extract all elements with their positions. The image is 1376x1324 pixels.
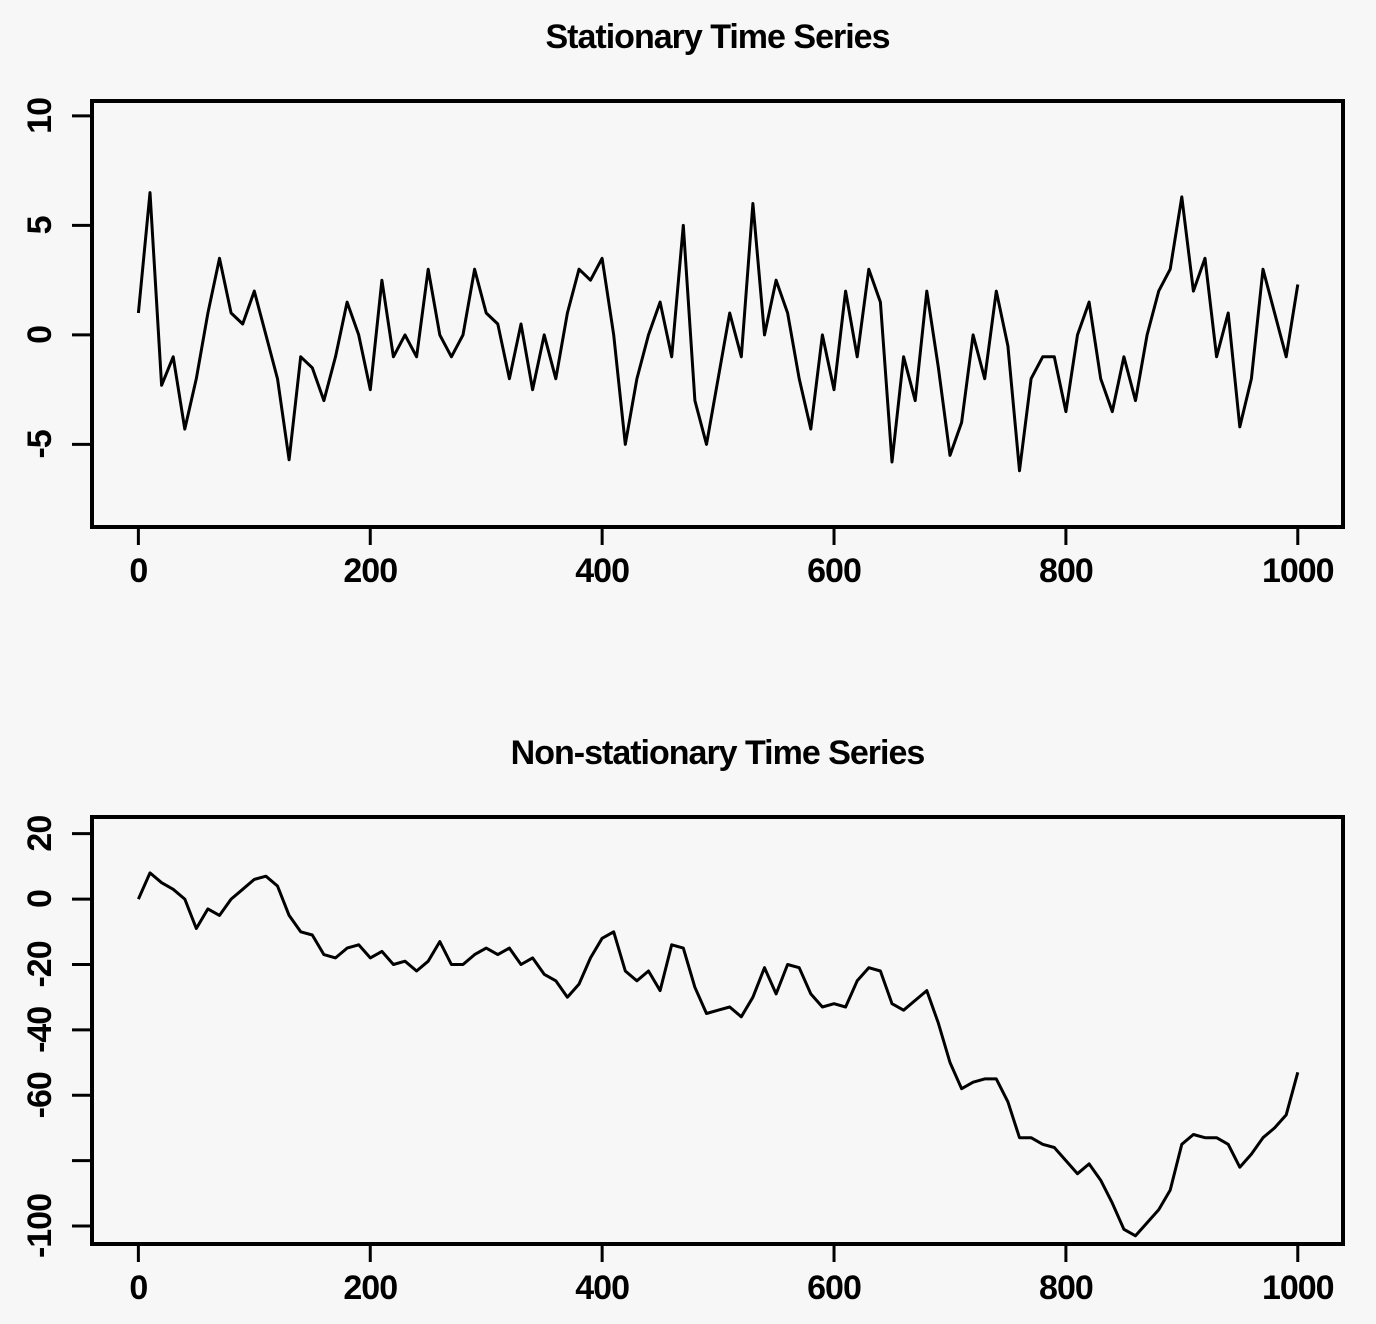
- series-line: [137, 871, 1300, 1238]
- x-tick-label: 800: [1039, 1269, 1093, 1307]
- x-tick-label: 600: [807, 552, 861, 590]
- y-tick-label: 20: [21, 816, 59, 852]
- y-tick-label: -5: [21, 430, 59, 458]
- x-tick-label: 800: [1039, 552, 1093, 590]
- panel: Stationary Time Series 0 200 400 600 800 1000 -…: [21, 18, 1345, 590]
- x-tick-label: 0: [129, 1269, 147, 1307]
- y-tick-label: -20: [21, 941, 59, 987]
- y-tick-label: -60: [21, 1072, 59, 1118]
- y-tick-label: -100: [21, 1194, 59, 1258]
- plot-frame: [90, 815, 1345, 1246]
- x-tick-label: 0: [129, 552, 147, 590]
- x-tick-label: 400: [575, 1269, 629, 1307]
- y-tick-label: 5: [21, 216, 59, 234]
- x-tick-label: 200: [343, 552, 397, 590]
- y-tick-label: 10: [21, 98, 59, 134]
- chart-title: Non-stationary Time Series: [511, 734, 925, 772]
- x-tick-label: 1000: [1262, 1269, 1334, 1307]
- y-tick-label: 0: [21, 326, 59, 344]
- y-tick-label: 0: [21, 890, 59, 908]
- y-tick-label: -40: [21, 1007, 59, 1053]
- plot-frame: [90, 99, 1345, 529]
- x-tick-label: 400: [575, 552, 629, 590]
- chart-title: Stationary Time Series: [546, 18, 890, 56]
- x-tick-label: 200: [343, 1269, 397, 1307]
- x-tick-label: 1000: [1262, 552, 1334, 590]
- x-tick-label: 600: [807, 1269, 861, 1307]
- series-line: [136, 191, 1300, 473]
